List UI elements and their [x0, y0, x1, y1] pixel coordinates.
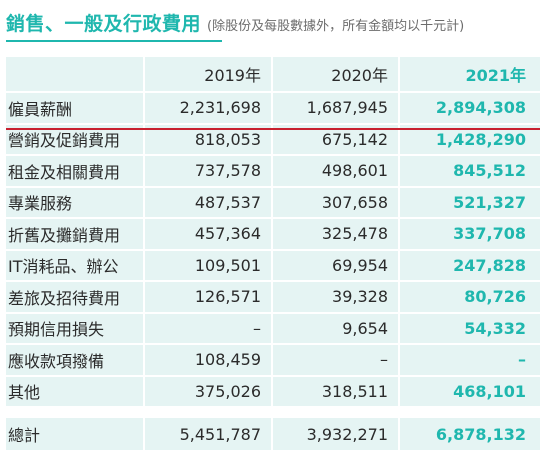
value-2021: 1,428,290 [398, 124, 540, 154]
value-2021: 247,828 [398, 250, 540, 280]
value-2020: 325,478 [271, 219, 398, 249]
table-row: 折舊及攤銷費用 457,364 325,478 337,708 [6, 219, 540, 251]
table-row: 其他 375,026 318,511 468,101 [6, 376, 540, 408]
row-label: 應收款項撥備 [8, 351, 105, 371]
value-2019: 2,231,698 [143, 93, 271, 123]
value-2021: – [398, 345, 540, 375]
title-underline [6, 40, 222, 42]
value-2019: 375,026 [143, 376, 271, 406]
value-2021: 521,327 [398, 187, 540, 217]
header-cell-2019: 2019年 [143, 57, 271, 91]
value-2019: 109,501 [143, 250, 271, 280]
table-row: IT消耗品、辦公 109,501 69,954 247,828 [6, 250, 540, 282]
row-label: 專業服務 [8, 194, 73, 214]
row-label: 預期信用損失 [8, 320, 105, 340]
value-2021: 54,332 [398, 313, 540, 343]
value-2020: 39,328 [271, 282, 398, 312]
row-label: 營銷及促銷費用 [8, 131, 121, 151]
total-label: 總計 [8, 426, 41, 445]
value-2020: 1,687,945 [271, 93, 398, 123]
header-cell-2021: 2021年 [398, 57, 540, 91]
value-2021: 337,708 [398, 219, 540, 249]
page-title: 銷售、一般及行政費用 [6, 13, 202, 35]
value-2019: 457,364 [143, 219, 271, 249]
table-row: 僱員薪酬 2,231,698 1,687,945 2,894,308 [6, 93, 540, 125]
red-divider-line [6, 128, 540, 130]
value-2019: 818,053 [143, 124, 271, 154]
value-2020: 675,142 [271, 124, 398, 154]
table-header-row: 2019年 2020年 2021年 [6, 57, 540, 93]
value-2020: – [271, 345, 398, 375]
table-row: 專業服務 487,537 307,658 521,327 [6, 187, 540, 219]
value-2019: 487,537 [143, 187, 271, 217]
total-2020: 3,932,271 [271, 418, 398, 450]
value-2019: – [143, 313, 271, 343]
row-label: 租金及相關費用 [8, 162, 121, 182]
row-label: 其他 [8, 383, 41, 403]
expense-table: 2019年 2020年 2021年 僱員薪酬 2,231,698 1,687,9… [6, 57, 540, 452]
value-2021: 845,512 [398, 156, 540, 186]
value-2019: 737,578 [143, 156, 271, 186]
row-label: 僱員薪酬 [8, 99, 73, 119]
value-2020: 69,954 [271, 250, 398, 280]
value-2021: 2,894,308 [398, 93, 540, 123]
value-2019: 126,571 [143, 282, 271, 312]
value-2020: 9,654 [271, 313, 398, 343]
row-label: 折舊及攤銷費用 [8, 225, 121, 245]
page-subtitle: (除股份及每股數據外，所有金額均以千元計) [207, 19, 465, 34]
value-2020: 498,601 [271, 156, 398, 186]
table-total-row: 總計 5,451,787 3,932,271 6,878,132 [6, 418, 540, 452]
value-2021: 80,726 [398, 282, 540, 312]
header-cell-2020: 2020年 [271, 57, 398, 91]
total-2019: 5,451,787 [143, 418, 271, 450]
value-2019: 108,459 [143, 345, 271, 375]
heading: 銷售、一般及行政費用 (除股份及每股數據外，所有金額均以千元計) [6, 6, 546, 36]
row-label: IT消耗品、辦公 [8, 257, 119, 277]
row-label: 差旅及招待費用 [8, 288, 121, 308]
table-row: 預期信用損失 – 9,654 54,332 [6, 313, 540, 345]
value-2021: 468,101 [398, 376, 540, 406]
table-row: 差旅及招待費用 126,571 39,328 80,726 [6, 282, 540, 314]
table-row: 租金及相關費用 737,578 498,601 845,512 [6, 156, 540, 188]
value-2020: 318,511 [271, 376, 398, 406]
total-2021: 6,878,132 [398, 418, 540, 450]
table-row: 應收款項撥備 108,459 – – [6, 345, 540, 377]
value-2020: 307,658 [271, 187, 398, 217]
